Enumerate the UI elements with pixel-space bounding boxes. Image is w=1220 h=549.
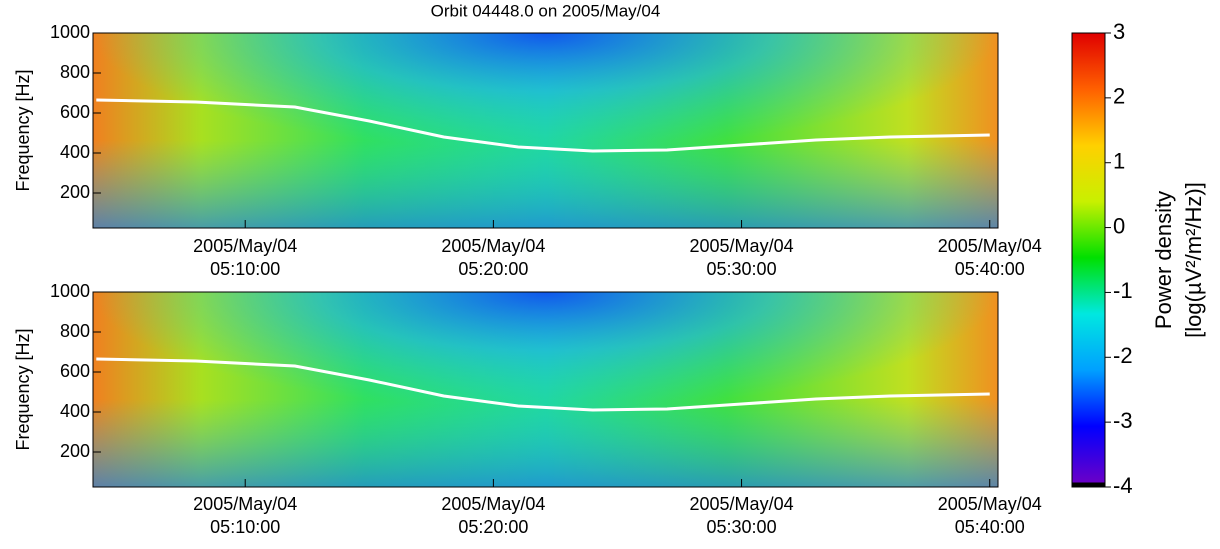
y-tick-label: 400 (60, 401, 90, 421)
x-tick-label: 05:20:00 (458, 517, 528, 537)
x-tick-label: 05:30:00 (707, 517, 777, 537)
x-tick-label: 05:20:00 (458, 259, 528, 279)
colorbar-label: Power density (1151, 191, 1176, 329)
x-tick-label: 2005/May/04 (193, 494, 297, 514)
spectrogram-shade (93, 292, 998, 487)
x-tick-label: 05:10:00 (210, 517, 280, 537)
x-tick-label: 2005/May/04 (938, 494, 1042, 514)
x-tick-label: 2005/May/04 (690, 236, 794, 256)
y-tick-label: 200 (60, 182, 90, 202)
colorbar (1072, 33, 1105, 487)
x-tick-label: 2005/May/04 (938, 236, 1042, 256)
x-tick-label: 05:40:00 (955, 259, 1025, 279)
y-tick-label: 200 (60, 441, 90, 461)
y-axis-label: Frequency [Hz] (13, 69, 33, 191)
colorbar-tick-label: -1 (1113, 278, 1133, 303)
y-tick-label: 800 (60, 321, 90, 341)
x-tick-label: 05:30:00 (707, 259, 777, 279)
y-axis-label: Frequency [Hz] (13, 328, 33, 450)
colorbar-tick-label: 3 (1113, 19, 1125, 44)
chart-title: Orbit 04448.0 on 2005/May/04 (431, 1, 661, 20)
x-tick-label: 2005/May/04 (441, 236, 545, 256)
colorbar-tick-label: -2 (1113, 343, 1133, 368)
y-tick-label: 600 (60, 361, 90, 381)
x-tick-label: 2005/May/04 (441, 494, 545, 514)
x-tick-label: 05:10:00 (210, 259, 280, 279)
x-tick-label: 05:40:00 (955, 517, 1025, 537)
spectrogram-shade (93, 33, 998, 228)
y-tick-label: 600 (60, 102, 90, 122)
y-tick-label: 400 (60, 142, 90, 162)
colorbar-tick-label: 1 (1113, 149, 1125, 174)
y-tick-label: 1000 (50, 22, 90, 42)
figure: Orbit 04448.0 on 2005/May/04 Frequency [H… (0, 0, 1220, 544)
y-tick-label: 1000 (50, 281, 90, 301)
x-tick-label: 2005/May/04 (690, 494, 794, 514)
colorbar-tick-label: 2 (1113, 84, 1125, 109)
x-tick-label: 2005/May/04 (193, 236, 297, 256)
colorbar-tick-label: 0 (1113, 213, 1125, 238)
colorbar-tick-label: -3 (1113, 408, 1133, 433)
colorbar-label: [log(µV²/m²/Hz)] (1181, 182, 1206, 338)
colorbar-tick-label: -4 (1113, 473, 1133, 498)
y-tick-label: 800 (60, 62, 90, 82)
